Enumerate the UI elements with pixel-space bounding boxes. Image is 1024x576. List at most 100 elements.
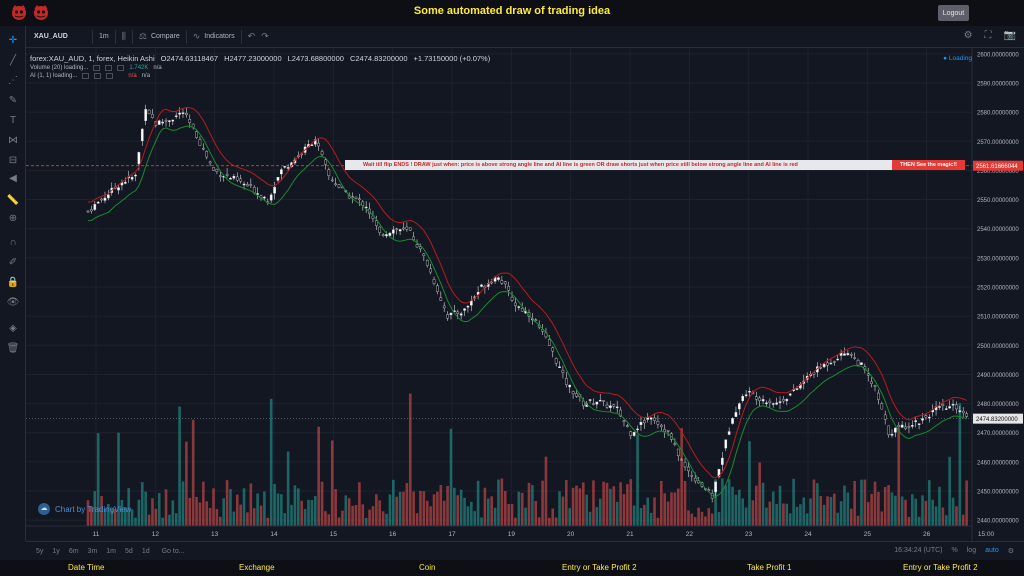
settings-gear-icon[interactable]: ⚙ <box>963 30 973 41</box>
pattern-icon[interactable]: ⋈ <box>8 135 18 146</box>
ai-indicator-label[interactable]: AI (1, 1) loading... <box>30 73 78 79</box>
visibility-toggle-icon[interactable] <box>82 73 90 79</box>
volume-bar <box>232 511 236 526</box>
candle-body <box>849 354 853 356</box>
series-name[interactable]: forex:XAU_AUD, 1, forex, Heikin Ashi <box>30 54 155 63</box>
indicators-label: Indicators <box>204 33 235 40</box>
volume-bar <box>208 507 212 526</box>
compare-button[interactable]: ⚖ Compare <box>139 31 180 42</box>
volume-bar <box>700 511 704 526</box>
eye-icon[interactable]: 👁 <box>6 297 20 308</box>
interval-selector[interactable]: 1m <box>99 33 109 40</box>
volume-bar <box>100 495 103 526</box>
fullscreen-icon[interactable]: ⛶ <box>984 30 992 41</box>
range-button-6m[interactable]: 6m <box>68 547 79 555</box>
range-button-3m[interactable]: 3m <box>87 547 98 555</box>
candle-body <box>320 151 324 155</box>
candle-body <box>646 417 650 420</box>
volume-bar <box>381 511 385 526</box>
volume-bar <box>887 485 890 526</box>
time-tick-label: 16 <box>389 531 397 538</box>
undo-button[interactable]: ↶ <box>248 31 256 42</box>
candle-body <box>904 426 907 429</box>
candle-body <box>229 178 232 180</box>
volume-bar <box>215 509 219 526</box>
tradingview-watermark[interactable]: ☁ Chart by TradingView <box>38 503 131 515</box>
volume-indicator-label[interactable]: Volume (20) loading... <box>30 65 89 71</box>
redo-button[interactable]: ↷ <box>261 31 269 42</box>
auto-toggle[interactable]: auto <box>985 547 999 554</box>
close-box-icon[interactable] <box>106 73 114 79</box>
candle-body <box>602 400 605 402</box>
settings-box-icon[interactable] <box>94 73 102 79</box>
range-button-1m[interactable]: 1m <box>106 547 117 555</box>
candle-body <box>907 426 911 428</box>
range-button-1d[interactable]: 1d <box>141 547 150 555</box>
price-chart[interactable]: 2600.00000000 2590.00000000 2580.00000000 2… <box>26 48 1024 541</box>
scale-settings-gear-icon[interactable]: ⚙ <box>1007 548 1014 555</box>
price-tick-label: 2460.00000000 <box>977 460 1019 466</box>
percent-toggle[interactable]: % <box>951 547 958 554</box>
chart-area[interactable]: 2600.00000000 2590.00000000 2580.00000000 2… <box>26 48 1024 541</box>
trend-line-icon[interactable]: ╱ <box>9 55 17 66</box>
candle-body <box>164 120 168 122</box>
visibility-toggle-icon[interactable] <box>93 65 101 71</box>
volume-bar <box>907 516 911 526</box>
indicators-button[interactable]: ∿ Indicators <box>193 31 235 42</box>
layers-icon[interactable]: ◈ <box>9 323 17 334</box>
candle-body <box>157 120 161 125</box>
range-button-1y[interactable]: 1y <box>52 547 60 555</box>
close-box-icon[interactable] <box>117 65 125 71</box>
candle-body <box>754 396 758 400</box>
log-toggle[interactable]: log <box>966 547 977 554</box>
candle-body <box>439 297 443 301</box>
candle-body <box>507 286 510 291</box>
toolbar-right: ⚙ ⛶ 📷 <box>964 30 1016 41</box>
symbol-selector[interactable]: XAU_AUD <box>34 33 68 40</box>
volume-bar <box>249 483 253 526</box>
ruler-icon[interactable]: 📏 <box>6 195 20 206</box>
text-icon[interactable]: T <box>9 115 17 126</box>
brush-icon[interactable]: ✎ <box>8 95 18 106</box>
time-tick-label: 21 <box>626 531 634 538</box>
zoom-in-icon[interactable]: ⊕ <box>8 213 18 224</box>
volume-bar <box>687 510 690 526</box>
measure-ruler-icon[interactable]: ⊟ <box>8 155 18 166</box>
settings-box-icon[interactable] <box>105 65 113 71</box>
compare-icon: ⚖ <box>138 31 147 41</box>
candle-body <box>663 429 666 432</box>
volume-bar <box>96 433 100 526</box>
candle-body <box>734 412 738 417</box>
volume-bar <box>212 488 215 526</box>
volume-bar <box>860 479 863 526</box>
candle-body <box>375 220 378 226</box>
candle-body <box>693 477 697 482</box>
volume-bar <box>639 508 643 526</box>
volume-bar <box>717 512 721 526</box>
chart-style-button[interactable]: ⫼ <box>122 31 126 42</box>
crosshair-icon[interactable]: ✛ <box>8 35 18 46</box>
pencil-lock-icon[interactable]: ✐ <box>8 257 18 268</box>
candle-body <box>636 428 639 431</box>
time-tick-label: 22 <box>686 531 694 538</box>
candle-body <box>921 418 924 421</box>
back-arrow-icon[interactable]: ◀ <box>9 173 17 184</box>
volume-bar <box>297 488 300 526</box>
volume-bar <box>778 485 782 526</box>
footer-take-profit-1: Take Profit 1 <box>747 563 792 572</box>
range-button-5d[interactable]: 5d <box>125 547 133 555</box>
candle-body <box>449 312 453 316</box>
logout-button[interactable]: Logout <box>938 5 969 21</box>
camera-icon[interactable]: 📷 <box>1003 30 1016 41</box>
candle-body <box>232 175 236 179</box>
trash-icon[interactable]: 🗑 <box>6 343 20 354</box>
range-button-5y[interactable]: 5y <box>36 547 44 555</box>
candle-body <box>632 432 636 436</box>
toolbar-divider <box>240 29 242 44</box>
volume-bar <box>598 498 602 526</box>
volume-bar <box>575 485 578 526</box>
magnet-icon[interactable]: ∩ <box>9 237 17 248</box>
fib-retracement-icon[interactable]: ⋰ <box>8 75 18 86</box>
goto-button[interactable]: Go to... <box>161 547 185 555</box>
lock-icon[interactable]: 🔒 <box>6 277 20 288</box>
